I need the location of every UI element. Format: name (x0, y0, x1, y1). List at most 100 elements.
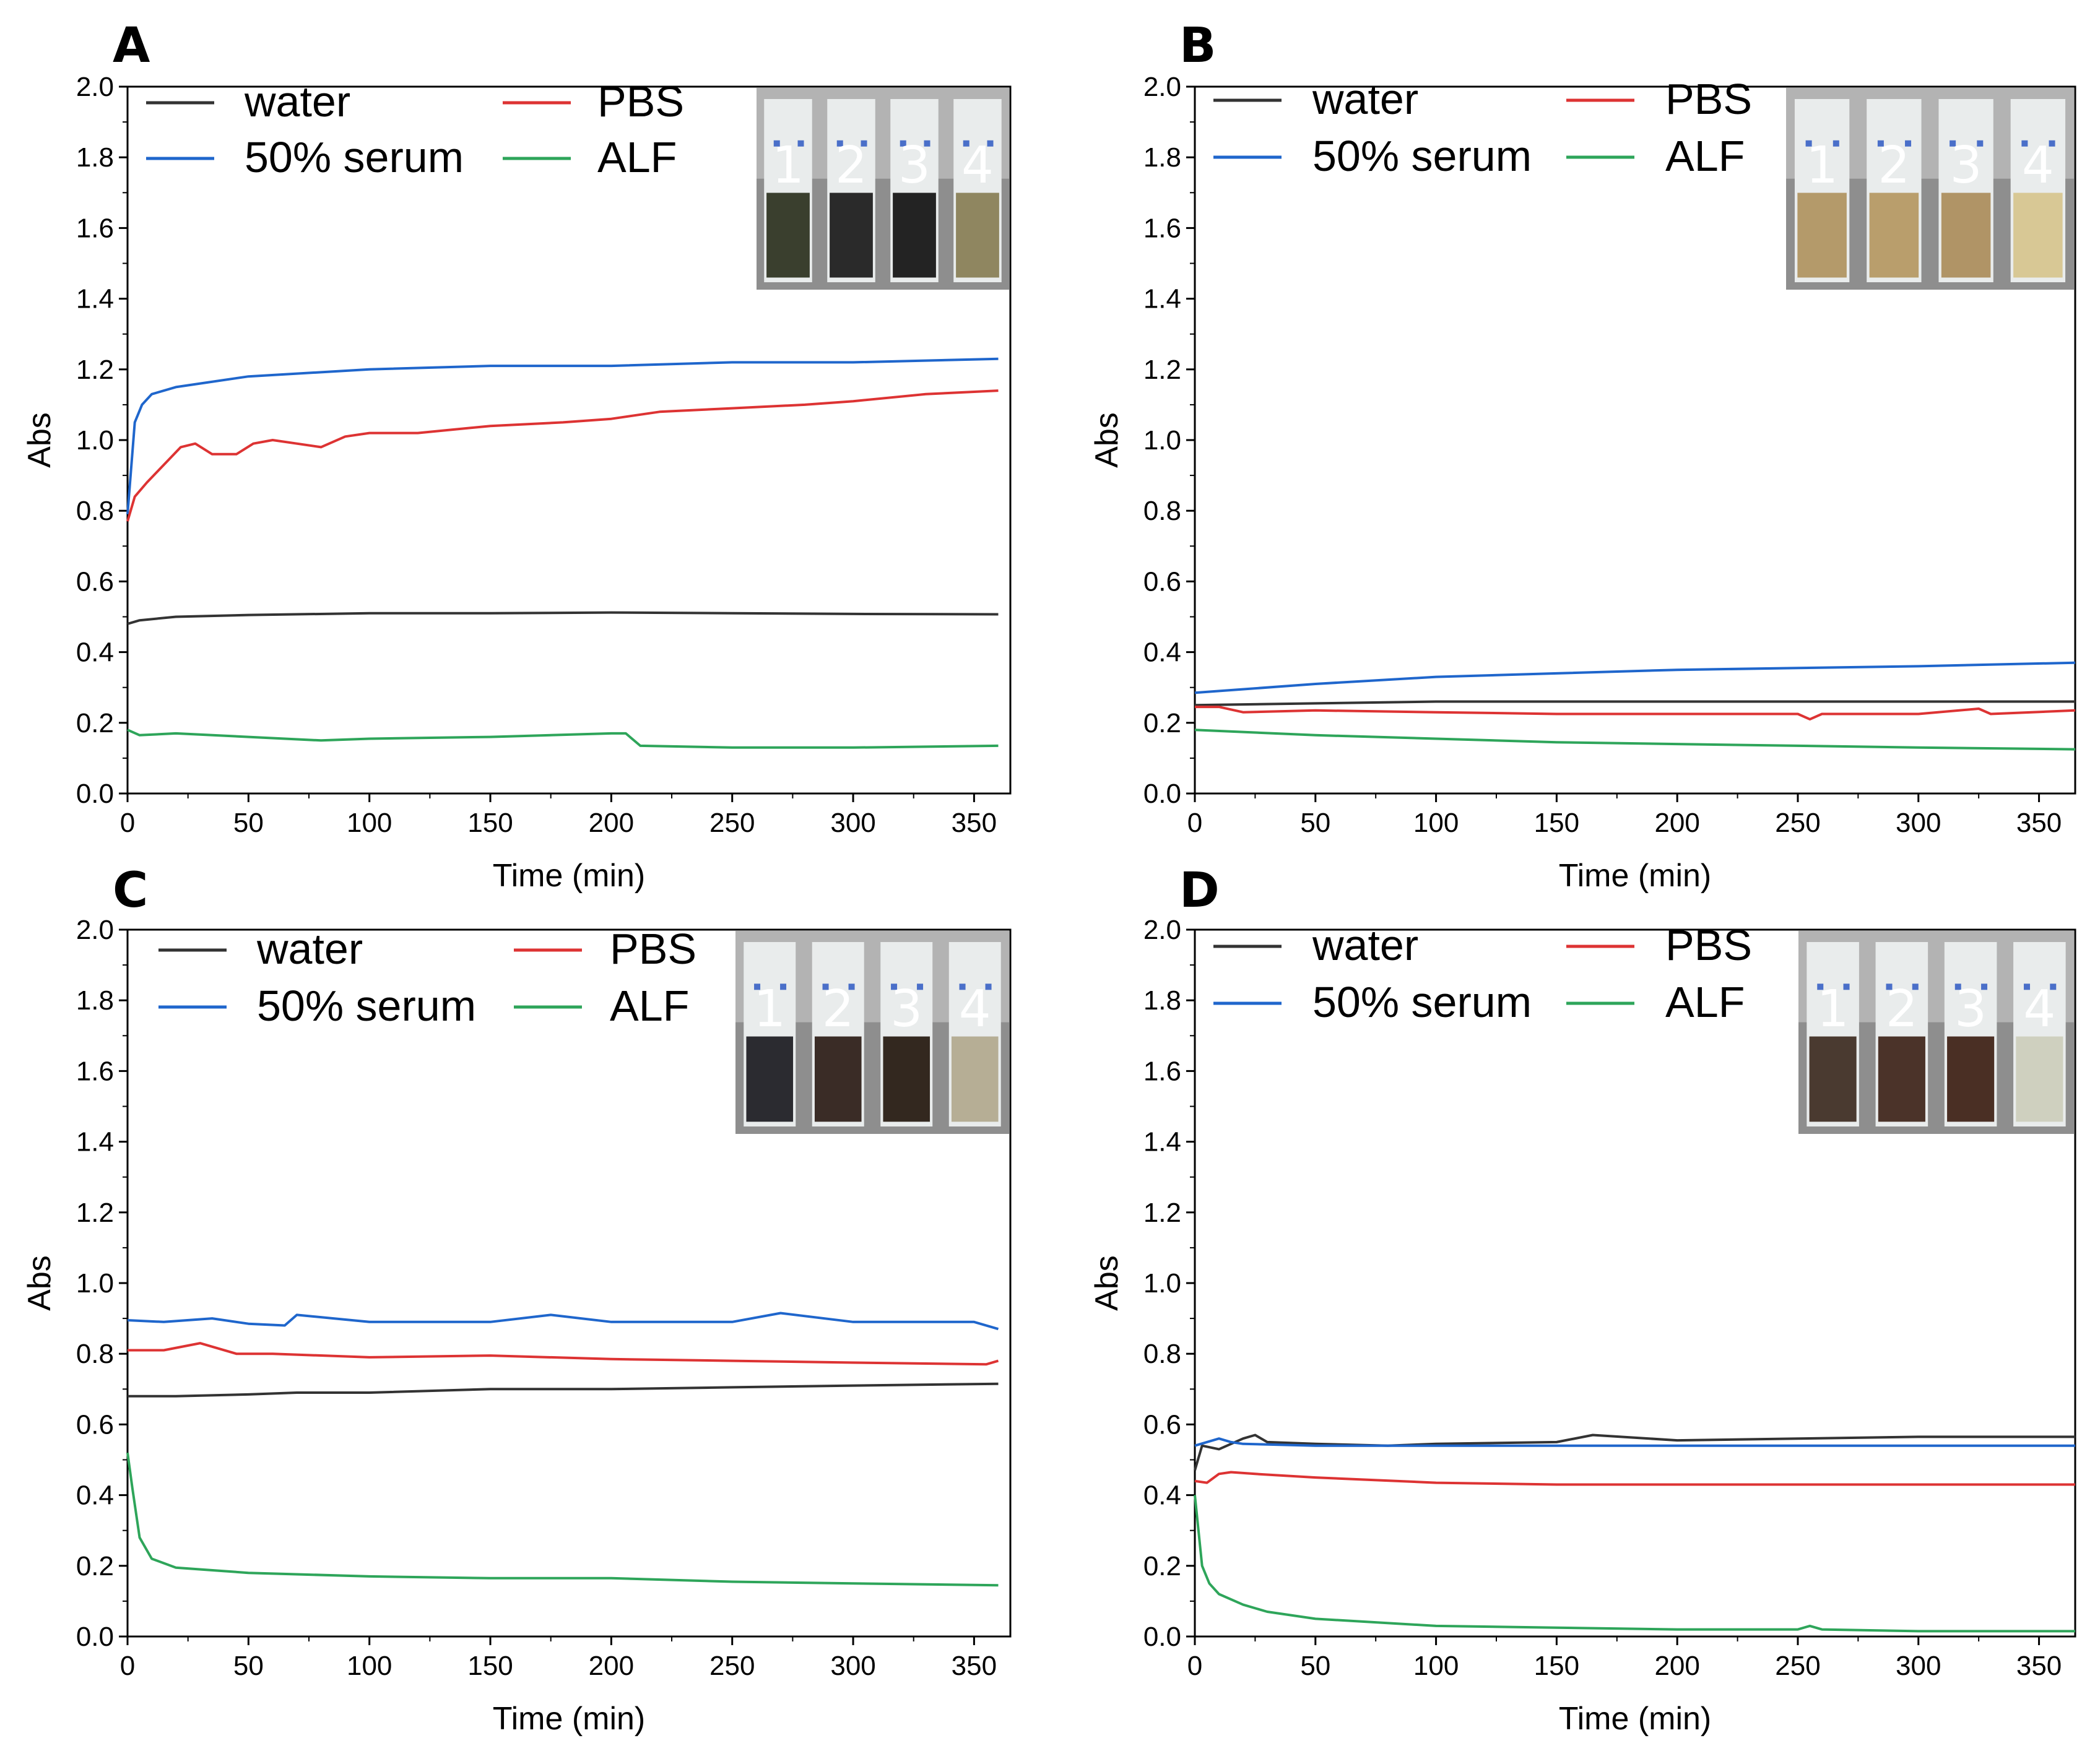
x-tick-label: 350 (952, 1651, 997, 1681)
legend: water PBS 50% serum ALF (1213, 75, 1752, 180)
x-tick-label: 300 (830, 808, 875, 838)
x-tick-label: 100 (347, 808, 392, 838)
legend-label: ALF (1665, 978, 1745, 1026)
y-tick-label: 0.2 (76, 708, 114, 738)
legend-label: ALF (610, 982, 689, 1030)
x-tick-label: 200 (589, 1651, 634, 1681)
series-line-pbs (1194, 1471, 2075, 1486)
vial-number: 1 (753, 980, 786, 1039)
x-tick-label: 250 (1775, 808, 1820, 838)
y-tick-label: 0.6 (76, 566, 114, 597)
vial-marker (780, 984, 787, 990)
y-tick-label: 1.2 (1143, 1198, 1181, 1228)
vial-liquid (814, 1036, 862, 1122)
panel-c: C 1 2 3 4 0.0 0.2 0.4 0.6 0.8 1.0 1.2 1.4 1.6 1.8 2.0 0 5… (22, 863, 1012, 1737)
y-tick-label: 1.4 (76, 1127, 114, 1157)
y-tick-label: 1.6 (76, 213, 114, 243)
x-tick-label: 350 (952, 808, 997, 838)
x-tick-label: 0 (120, 808, 135, 838)
vial-marker (959, 984, 966, 990)
x-axis-title: Time (min) (493, 858, 646, 894)
y-tick-label: 0.4 (76, 1481, 114, 1511)
vial-number: 2 (835, 136, 867, 195)
y-axis-title: Abs (22, 1255, 58, 1311)
x-tick-label: 100 (1413, 1651, 1459, 1681)
x-tick-label: 150 (467, 1651, 513, 1681)
legend-label: water (1312, 921, 1418, 969)
panel-a: A 1 2 3 4 0.0 0.2 0.4 0.6 0.8 1.0 1.2 1.4 1.6 1.8 2.0 0 5… (22, 18, 1012, 894)
x-tick-label: 250 (1775, 1651, 1820, 1681)
vial-1: 1 (1794, 99, 1850, 282)
x-tick-label: 200 (1654, 808, 1699, 838)
vial-marker (1977, 140, 1984, 147)
legend-label: 50% serum (245, 133, 464, 181)
x-tick-label: 200 (589, 808, 634, 838)
y-tick-label: 0.0 (76, 1622, 114, 1652)
legend: water PBS 50% serum ALF (158, 925, 696, 1030)
panel-b: B 1 2 3 4 0.0 0.2 0.4 0.6 0.8 1.0 1.2 1.4 1.6 1.8 2.0 0 5… (1089, 18, 2076, 894)
vial-marker (1877, 140, 1884, 147)
vial-liquid (1878, 1036, 1925, 1122)
legend-label: PBS (597, 77, 684, 126)
legend-label: 50% serum (1312, 132, 1532, 180)
series-line-alf (127, 729, 999, 749)
y-tick-label: 1.4 (76, 284, 114, 314)
panel-letter: D (1179, 863, 1220, 919)
y-axis-title: Abs (1089, 412, 1125, 468)
series-line-pbs (126, 389, 999, 522)
vial-marker (987, 140, 994, 147)
vial-4: 4 (2013, 942, 2066, 1126)
y-tick-label: 1.8 (1143, 985, 1181, 1016)
vial-number: 1 (1817, 980, 1849, 1039)
vial-liquid (883, 1036, 930, 1122)
vial-marker (2021, 140, 2028, 147)
vial-liquid (746, 1036, 794, 1122)
panel-letter: B (1179, 18, 1216, 74)
series-line-alf (1194, 729, 2076, 751)
x-tick-label: 150 (1534, 808, 1579, 838)
vial-number: 3 (898, 136, 930, 195)
legend: water PBS 50% serum ALF (146, 77, 684, 181)
vial-marker (1843, 984, 1850, 990)
series-line-50-serum (1194, 661, 2076, 694)
y-tick-label: 0.0 (76, 779, 114, 809)
vial-liquid (830, 192, 873, 278)
vial-liquid (1869, 192, 1919, 278)
vial-marker (963, 140, 969, 147)
y-tick-label: 0.2 (1143, 1551, 1181, 1581)
vial-marker (754, 984, 761, 990)
x-tick-label: 300 (1896, 808, 1941, 838)
vial-marker (1950, 140, 1956, 147)
x-axis-title: Time (min) (1559, 858, 1712, 894)
vial-marker (836, 140, 843, 147)
y-tick-label: 0.0 (1143, 1622, 1181, 1652)
y-tick-label: 1.8 (1143, 142, 1181, 173)
y-tick-label: 0.4 (1143, 638, 1181, 668)
legend: water PBS 50% serum ALF (1213, 921, 1752, 1026)
vial-marker (1886, 984, 1893, 990)
legend-label: water (256, 925, 363, 973)
x-tick-label: 300 (1896, 1651, 1941, 1681)
y-tick-label: 2.0 (1143, 915, 1181, 945)
y-tick-label: 0.6 (76, 1409, 114, 1440)
legend-label: 50% serum (1312, 978, 1532, 1026)
x-tick-label: 150 (1534, 1651, 1579, 1681)
vial-1: 1 (764, 99, 812, 282)
y-tick-label: 1.0 (1143, 425, 1181, 456)
vial-1: 1 (744, 942, 796, 1126)
vial-4: 4 (948, 942, 1001, 1126)
vial-marker (891, 984, 898, 990)
y-tick-label: 1.6 (76, 1056, 114, 1086)
x-tick-label: 300 (830, 1651, 875, 1681)
series-line-50-serum (126, 357, 999, 515)
y-tick-label: 1.6 (1143, 213, 1181, 243)
vial-marker (1805, 140, 1812, 147)
series-line-water (1194, 700, 2075, 707)
y-tick-label: 1.2 (76, 1198, 114, 1228)
vial-marker (2024, 984, 2031, 990)
vial-marker (797, 140, 804, 147)
vial-liquid (893, 192, 936, 278)
